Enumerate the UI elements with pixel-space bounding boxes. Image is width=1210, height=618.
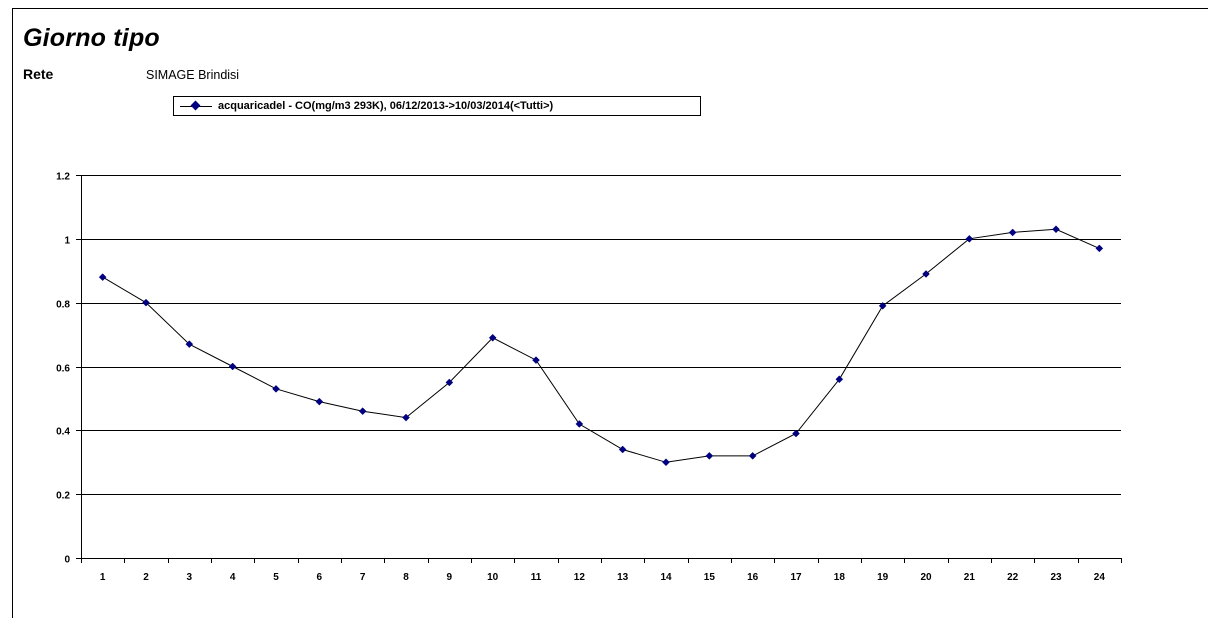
x-tick-label: 18: [834, 572, 846, 583]
x-tick-label: 3: [187, 572, 193, 583]
gridlines: [81, 175, 1121, 495]
data-point-marker: [185, 340, 194, 349]
rete-label: Rete: [23, 66, 54, 82]
data-point-marker: [1008, 228, 1017, 237]
y-tick-label: 0.2: [56, 491, 70, 502]
x-tick-label: 13: [617, 572, 629, 583]
x-tick-label: 11: [531, 572, 542, 583]
x-tick-label: 1: [100, 572, 106, 583]
x-tick-labels: 1 2 3 4 5 6 7 8 9 10 11 12 13 14 15 16 17 18 19 20 21 22 23 24: [100, 572, 1105, 583]
chart-legend: acquaricadel - CO(mg/m3 293K), 06/12/201…: [173, 96, 701, 116]
x-tick-label: 6: [317, 572, 323, 583]
x-tick-label: 22: [1007, 572, 1019, 583]
series-line: [102, 228, 1100, 463]
x-tick-label: 8: [403, 572, 409, 583]
data-point-marker: [315, 397, 324, 406]
x-tick-label: 20: [920, 572, 932, 583]
data-point-marker: [142, 298, 150, 307]
x-tick-label: 23: [1050, 572, 1062, 583]
data-point-marker: [922, 270, 930, 278]
data-point-marker: [662, 458, 670, 467]
data-point-marker: [1052, 225, 1060, 234]
y-tick-label: 1: [64, 236, 70, 247]
y-tick-label: 0.6: [56, 364, 70, 375]
data-point-marker: [402, 413, 410, 422]
data-point-marker: [705, 452, 714, 460]
x-tick-label: 16: [747, 572, 759, 583]
x-tick-label: 10: [487, 572, 499, 583]
chart-frame: [12, 8, 1208, 618]
data-point-marker: [618, 445, 627, 454]
data-point-marker: [575, 420, 584, 428]
legend-series-label: acquaricadel - CO(mg/m3 293K), 06/12/201…: [218, 100, 554, 112]
page-title: Giorno tipo: [23, 24, 160, 52]
data-point-marker: [878, 302, 887, 310]
x-tick-label: 19: [877, 572, 889, 583]
y-tick-label: 0: [64, 555, 70, 566]
data-point-marker: [98, 273, 107, 281]
y-tick-label: 1.2: [56, 172, 70, 183]
y-tick-label: 0.8: [56, 300, 70, 311]
rete-value: SIMAGE Brindisi: [146, 68, 240, 82]
data-point-marker: [228, 362, 237, 371]
y-tick-labels: 0 0.2 0.4 0.6 0.8 1 1.2: [56, 172, 70, 566]
x-tick-label: 2: [143, 572, 149, 583]
x-tick-label: 4: [230, 572, 236, 583]
y-tick-label: 0.4: [56, 427, 70, 438]
x-tick-label: 17: [790, 572, 802, 583]
x-tick-label: 14: [660, 572, 672, 583]
data-point-marker: [748, 452, 757, 460]
data-point-marker: [965, 234, 974, 243]
x-tick-label: 9: [447, 572, 453, 583]
x-tick-label: 15: [704, 572, 716, 583]
data-point-marker: [1095, 244, 1104, 253]
data-point-marker: [488, 333, 497, 342]
data-point-marker: [532, 356, 540, 364]
data-point-marker: [835, 375, 844, 384]
data-point-marker: [272, 384, 280, 393]
series-group: [98, 225, 1104, 467]
axes: [76, 175, 1122, 563]
data-point-marker: [358, 407, 367, 416]
data-point-marker: [792, 429, 800, 438]
x-tick-label: 24: [1094, 572, 1106, 583]
x-tick-label: 7: [360, 572, 366, 583]
data-point-marker: [445, 378, 454, 387]
x-tick-label: 5: [273, 572, 279, 583]
x-tick-label: 21: [964, 572, 976, 583]
x-tick-label: 12: [574, 572, 586, 583]
